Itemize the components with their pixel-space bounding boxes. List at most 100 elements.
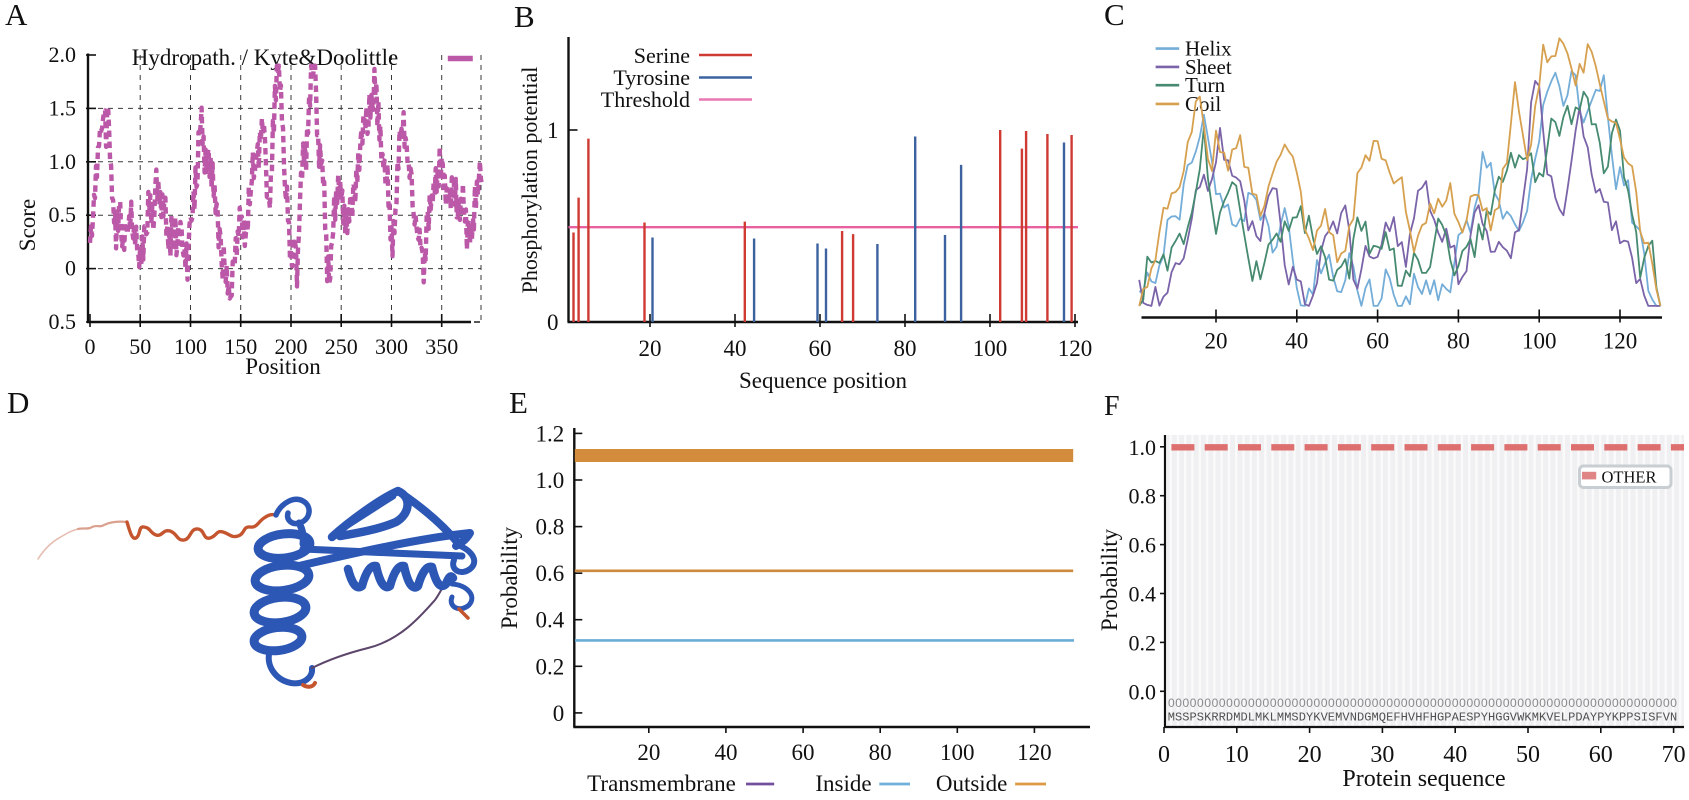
svg-text:0: 0 (1466, 696, 1473, 710)
svg-text:0: 0 (1474, 696, 1481, 710)
svg-text:20: 20 (1205, 329, 1228, 354)
svg-text:0: 0 (1503, 696, 1510, 710)
svg-text:Tyrosine: Tyrosine (613, 65, 690, 90)
svg-text:0: 0 (1364, 696, 1371, 710)
svg-text:R: R (1219, 711, 1226, 725)
svg-text:0: 0 (1656, 696, 1663, 710)
svg-text:P: P (1568, 711, 1575, 725)
svg-text:0: 0 (1525, 696, 1532, 710)
svg-text:80: 80 (894, 336, 917, 361)
svg-text:M: M (1277, 711, 1284, 725)
svg-text:D: D (7, 385, 29, 420)
svg-text:0: 0 (1423, 696, 1430, 710)
svg-text:0: 0 (1175, 696, 1182, 710)
svg-text:0.8: 0.8 (536, 515, 565, 540)
svg-text:D: D (1299, 711, 1306, 725)
svg-text:K: K (1524, 711, 1532, 725)
svg-text:D: D (1575, 711, 1582, 725)
svg-text:E: E (509, 385, 528, 420)
svg-text:Turn: Turn (1185, 73, 1226, 97)
svg-text:0: 0 (553, 701, 565, 726)
svg-text:H: H (1415, 711, 1422, 725)
svg-text:0: 0 (1568, 696, 1575, 710)
svg-text:0: 0 (1619, 696, 1626, 710)
svg-text:0: 0 (65, 256, 76, 281)
svg-text:G: G (1364, 711, 1371, 725)
svg-text:S: S (1634, 711, 1641, 725)
svg-text:0: 0 (1394, 696, 1401, 710)
svg-text:Outside: Outside (936, 771, 1008, 796)
svg-text:D: D (1357, 711, 1364, 725)
svg-text:0: 0 (1517, 696, 1524, 710)
svg-text:0: 0 (547, 310, 559, 335)
svg-text:300: 300 (375, 334, 408, 359)
svg-text:Y: Y (1481, 711, 1488, 725)
svg-text:Sheet: Sheet (1185, 55, 1232, 79)
svg-text:D: D (1240, 711, 1247, 725)
svg-text:0: 0 (1335, 696, 1342, 710)
svg-text:V: V (1342, 711, 1350, 725)
svg-text:L: L (1270, 711, 1277, 725)
svg-text:0: 0 (1415, 696, 1422, 710)
svg-text:V: V (1408, 711, 1416, 725)
svg-text:0: 0 (1372, 696, 1379, 710)
svg-text:10: 10 (1225, 742, 1249, 768)
svg-text:0: 0 (1277, 696, 1284, 710)
svg-text:120: 120 (1603, 329, 1638, 354)
svg-text:350: 350 (425, 334, 458, 359)
svg-text:0: 0 (1270, 696, 1277, 710)
svg-text:0: 0 (1546, 696, 1553, 710)
svg-text:Probability: Probability (1097, 528, 1122, 631)
svg-text:30: 30 (1370, 742, 1394, 768)
svg-text:0: 0 (1241, 696, 1248, 710)
svg-text:0: 0 (1263, 696, 1270, 710)
svg-text:0.2: 0.2 (1129, 630, 1157, 655)
svg-text:0: 0 (1233, 696, 1240, 710)
svg-text:0: 0 (1605, 696, 1612, 710)
svg-text:0: 0 (1597, 696, 1604, 710)
svg-text:OTHER: OTHER (1602, 468, 1657, 487)
svg-text:0.0: 0.0 (1129, 679, 1157, 704)
svg-text:50: 50 (129, 334, 151, 359)
svg-text:0: 0 (1583, 696, 1590, 710)
svg-text:40: 40 (714, 740, 737, 765)
svg-text:80: 80 (869, 740, 892, 765)
svg-text:1.5: 1.5 (49, 95, 77, 120)
svg-text:70: 70 (1662, 742, 1686, 768)
svg-text:2.0: 2.0 (49, 42, 77, 67)
svg-text:100: 100 (174, 334, 207, 359)
svg-text:60: 60 (809, 336, 832, 361)
svg-text:M: M (1371, 711, 1378, 725)
svg-text:0.5: 0.5 (49, 309, 77, 334)
svg-text:200: 200 (275, 334, 308, 359)
svg-text:0: 0 (1284, 696, 1291, 710)
svg-text:0: 0 (1663, 696, 1670, 710)
svg-text:0: 0 (1612, 696, 1619, 710)
svg-text:E: E (1459, 711, 1466, 725)
svg-text:0: 0 (1437, 696, 1444, 710)
svg-text:0.6: 0.6 (1129, 533, 1157, 558)
svg-text:0: 0 (1627, 696, 1634, 710)
svg-text:0: 0 (1634, 696, 1641, 710)
svg-text:1.2: 1.2 (536, 421, 565, 446)
svg-text:20: 20 (639, 336, 662, 361)
svg-text:M: M (1255, 711, 1262, 725)
svg-text:F: F (1393, 711, 1400, 725)
svg-text:B: B (514, 0, 535, 34)
svg-text:1: 1 (547, 118, 559, 143)
svg-text:0: 0 (1314, 696, 1321, 710)
svg-text:K: K (1313, 711, 1321, 725)
svg-text:H: H (1430, 711, 1437, 725)
svg-text:60: 60 (1589, 742, 1613, 768)
svg-text:150: 150 (224, 334, 257, 359)
svg-text:0: 0 (1641, 696, 1648, 710)
svg-text:L: L (1248, 711, 1255, 725)
svg-text:120: 120 (1017, 740, 1052, 765)
svg-text:0: 0 (1350, 696, 1357, 710)
svg-text:S: S (1197, 711, 1204, 725)
svg-text:G: G (1503, 711, 1510, 725)
svg-text:G: G (1437, 711, 1444, 725)
svg-text:0: 0 (1554, 696, 1561, 710)
svg-text:0: 0 (1343, 696, 1350, 710)
svg-text:A: A (1583, 711, 1591, 725)
